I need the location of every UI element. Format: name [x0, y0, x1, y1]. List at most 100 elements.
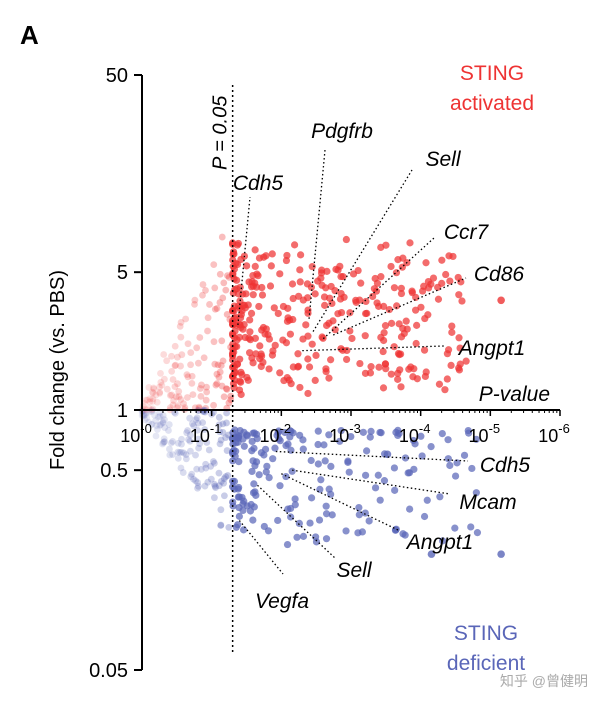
data-point: [472, 435, 480, 443]
data-point: [215, 373, 223, 381]
data-point: [168, 352, 175, 360]
data-point: [165, 421, 173, 428]
annotation-label: Cdh5: [233, 172, 284, 195]
data-point: [194, 426, 201, 434]
data-point: [150, 385, 158, 393]
data-point: [200, 354, 208, 362]
data-point: [294, 363, 302, 371]
data-point: [196, 334, 204, 341]
data-point: [307, 283, 315, 291]
data-point: [247, 309, 256, 317]
y-axis-ticks: 50 5 1 0.5 0.05: [89, 65, 142, 682]
data-point: [214, 361, 222, 369]
data-point: [327, 282, 335, 291]
data-point: [283, 251, 291, 260]
data-point: [201, 426, 209, 433]
data-point: [287, 446, 295, 454]
data-point: [191, 300, 198, 308]
data-point: [453, 459, 461, 467]
data-point: [219, 357, 227, 365]
data-point: [202, 286, 209, 294]
data-point: [143, 414, 151, 422]
data-point: [322, 535, 331, 543]
data-point: [191, 296, 199, 304]
data-point: [177, 396, 185, 403]
data-point: [220, 479, 228, 487]
data-point: [171, 342, 179, 350]
data-point: [185, 436, 192, 443]
data-point: [217, 506, 225, 514]
data-point: [158, 381, 166, 389]
data-point: [379, 384, 388, 392]
data-point: [250, 444, 258, 452]
data-point: [172, 393, 180, 401]
data-point: [217, 478, 225, 485]
data-point: [147, 421, 155, 428]
data-point: [297, 251, 305, 259]
data-point: [160, 416, 168, 424]
data-point: [361, 471, 370, 479]
data-point: [399, 254, 407, 262]
data-point: [222, 286, 230, 294]
data-point: [211, 482, 219, 490]
y-tick-label: 0.5: [100, 460, 128, 482]
data-point: [336, 437, 344, 445]
data-point: [379, 347, 387, 356]
data-point: [163, 385, 171, 393]
annotation-label: Angpt1: [457, 337, 526, 360]
data-point: [412, 293, 420, 302]
data-point: [252, 430, 261, 438]
data-point: [248, 437, 256, 445]
data-point: [189, 391, 197, 399]
data-point: [314, 427, 322, 435]
data-point: [455, 334, 463, 342]
data-point: [194, 483, 202, 490]
data-point: [216, 440, 224, 448]
data-point: [283, 540, 292, 549]
data-point: [188, 470, 196, 478]
group-label-deficient-2: deficient: [447, 652, 525, 675]
data-point: [203, 439, 211, 446]
data-point: [246, 328, 254, 336]
data-point: [385, 305, 393, 314]
data-point: [141, 416, 149, 424]
data-point: [210, 401, 217, 409]
data-point: [391, 486, 399, 494]
data-point: [170, 397, 177, 404]
data-point: [413, 321, 421, 329]
data-point: [258, 283, 266, 292]
data-point: [199, 419, 207, 427]
data-point: [296, 383, 304, 392]
data-point: [311, 290, 319, 298]
data-point: [294, 350, 302, 358]
data-point: [235, 512, 243, 520]
data-point: [231, 343, 239, 351]
data-point: [427, 280, 435, 288]
data-point: [217, 436, 225, 444]
data-point: [288, 280, 297, 288]
data-point: [346, 327, 354, 335]
data-point: [153, 398, 161, 406]
data-point: [342, 527, 350, 535]
data-point: [235, 483, 243, 492]
group-label-deficient-1: STING: [454, 622, 518, 645]
data-point: [251, 334, 259, 342]
data-point: [172, 361, 179, 369]
data-point: [157, 421, 165, 428]
data-point: [312, 533, 320, 541]
data-point: [421, 372, 429, 381]
data-point: [265, 335, 273, 343]
panel-label: A: [20, 20, 39, 50]
data-point: [174, 402, 182, 410]
data-point: [169, 401, 177, 409]
data-point: [362, 309, 370, 318]
data-point: [187, 447, 194, 455]
data-point: [390, 464, 399, 472]
data-point: [215, 421, 223, 429]
data-point: [222, 385, 230, 393]
data-point: [302, 321, 310, 329]
data-point: [249, 516, 257, 524]
data-point: [179, 469, 187, 476]
data-point: [183, 429, 191, 437]
data-point: [171, 409, 179, 417]
